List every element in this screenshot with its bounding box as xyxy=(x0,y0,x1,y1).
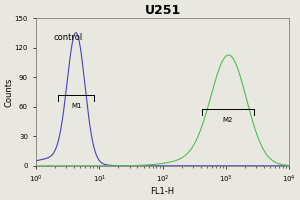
Text: control: control xyxy=(54,33,83,42)
Y-axis label: Counts: Counts xyxy=(4,77,13,107)
X-axis label: FL1-H: FL1-H xyxy=(151,187,175,196)
Title: U251: U251 xyxy=(145,4,181,17)
Text: M1: M1 xyxy=(71,103,82,109)
Text: M2: M2 xyxy=(223,117,233,123)
